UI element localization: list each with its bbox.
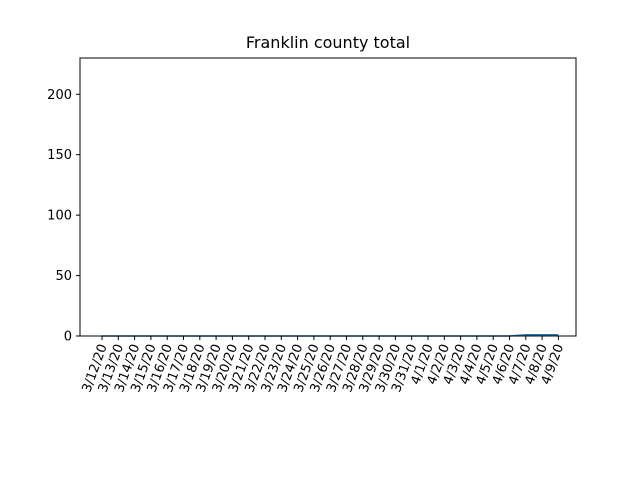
y-tick-label: 200 (47, 88, 72, 103)
y-tick-label: 150 (47, 148, 72, 163)
y-tick-label: 50 (55, 269, 72, 284)
y-tick-label: 0 (64, 330, 72, 345)
axes-frame (79, 57, 577, 337)
chart-title: Franklin county total (246, 33, 410, 52)
y-axis: 0 50 100 150 200 (47, 88, 80, 345)
y-tick-label: 100 (47, 209, 72, 224)
x-axis: 3/12/203/13/203/14/203/15/203/16/203/17/… (80, 336, 567, 394)
